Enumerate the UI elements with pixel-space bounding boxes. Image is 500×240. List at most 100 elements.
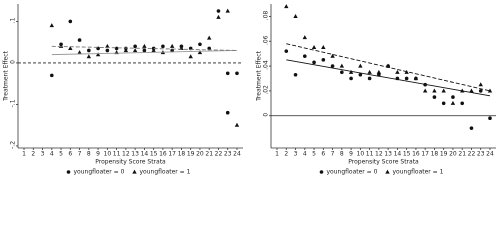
point xyxy=(432,95,437,99)
x-tick-label: 13 xyxy=(384,151,392,158)
point xyxy=(87,48,91,53)
x-tick-label: 9 xyxy=(96,151,100,158)
fit-line xyxy=(51,50,237,56)
x-tick-label: 7 xyxy=(331,151,335,158)
point xyxy=(49,73,54,78)
x-tick-label: 23 xyxy=(477,151,485,158)
point xyxy=(302,35,307,40)
point xyxy=(207,35,212,40)
x-tick-label: 20 xyxy=(196,151,204,158)
x-tick-label: 24 xyxy=(233,151,241,158)
x-tick-label: 16 xyxy=(159,151,167,158)
x-tick-label: 15 xyxy=(403,151,411,158)
point xyxy=(413,76,419,81)
x-tick-label: 12 xyxy=(375,151,383,158)
x-axis-title: Propensity Score Strata xyxy=(348,159,419,166)
legend-label: youngfloater = 0 xyxy=(327,169,378,176)
point xyxy=(188,54,193,59)
point xyxy=(142,43,147,48)
x-tick-label: 22 xyxy=(468,151,476,158)
x-tick-label: 11 xyxy=(366,151,374,158)
y-tick-label: .04 xyxy=(263,60,270,70)
point xyxy=(225,71,230,76)
point xyxy=(132,48,138,53)
x-tick-label: 19 xyxy=(440,151,448,158)
point xyxy=(293,14,298,19)
point xyxy=(367,69,372,74)
point xyxy=(216,14,221,19)
panel: -.2-.10.11 2 3 4 5 6 7 8 9 10 11 12 13 14 15 16 17 18 19 20… xyxy=(3,4,243,176)
x-tick-label: 16 xyxy=(412,151,420,158)
point xyxy=(105,48,110,53)
fit-line xyxy=(286,59,491,97)
point xyxy=(302,54,307,58)
point xyxy=(77,50,82,55)
point xyxy=(395,69,400,74)
point xyxy=(142,48,147,53)
x-tick-label: 9 xyxy=(349,151,353,158)
x-tick-label: 12 xyxy=(122,151,130,158)
x-tick-label: 18 xyxy=(431,151,439,158)
chart: -.2-.10.11 2 3 4 5 6 7 8 9 10 11 12 13 14 15 16 17 18 19 20… xyxy=(3,4,496,176)
y-tick-label: 0 xyxy=(10,60,17,64)
x-tick-label: 21 xyxy=(458,151,466,158)
legend-marker xyxy=(66,170,71,174)
y-tick-label: .06 xyxy=(263,35,270,45)
x-tick-label: 1 xyxy=(275,151,279,158)
x-tick-label: 17 xyxy=(421,151,429,158)
fit-line xyxy=(51,45,237,51)
point xyxy=(451,95,455,99)
point xyxy=(68,46,73,51)
point xyxy=(86,54,92,59)
x-tick-label: 5 xyxy=(59,151,63,158)
point xyxy=(198,42,202,47)
y-tick-label: -.2 xyxy=(10,141,17,149)
point xyxy=(376,69,382,74)
point xyxy=(321,58,326,62)
point xyxy=(151,48,156,53)
point xyxy=(469,126,474,130)
x-tick-label: 2 xyxy=(284,151,288,158)
x-tick-label: 8 xyxy=(340,151,344,158)
x-tick-label: 19 xyxy=(187,151,195,158)
point xyxy=(349,76,353,81)
point xyxy=(460,101,465,106)
point xyxy=(161,44,165,49)
point xyxy=(311,45,317,50)
x-tick-label: 20 xyxy=(449,151,457,158)
point xyxy=(339,63,345,68)
legend-marker xyxy=(319,170,324,174)
point xyxy=(367,76,372,81)
point xyxy=(133,44,137,49)
x-tick-label: 24 xyxy=(486,151,494,158)
legend-marker xyxy=(385,169,390,174)
point xyxy=(478,89,483,93)
point xyxy=(422,88,428,93)
point xyxy=(404,76,409,81)
point xyxy=(284,49,289,53)
legend-label: youngfloater = 1 xyxy=(393,169,444,176)
x-tick-label: 5 xyxy=(312,151,316,158)
point xyxy=(312,60,316,65)
point xyxy=(234,122,240,127)
x-tick-label: 18 xyxy=(178,151,186,158)
y-tick-label: .08 xyxy=(263,10,270,20)
x-tick-label: 23 xyxy=(224,151,232,158)
panel: 0.02.04.06.081 2 3 4 5 6 7 8 9 10 11 12 13 14 15 16 17 18… xyxy=(256,4,496,176)
point xyxy=(95,52,101,57)
point xyxy=(216,9,221,13)
point xyxy=(478,82,483,87)
point xyxy=(123,48,129,53)
x-tick-label: 8 xyxy=(87,151,91,158)
point xyxy=(169,43,175,48)
point xyxy=(235,71,239,76)
y-axis-title: Treatment Effect xyxy=(256,51,263,102)
point xyxy=(114,46,119,51)
y-tick-label: -.1 xyxy=(10,99,17,107)
point xyxy=(197,50,203,55)
point xyxy=(284,4,289,9)
y-tick-label: .02 xyxy=(263,85,270,95)
point xyxy=(330,64,335,68)
y-tick-label: 0 xyxy=(263,113,270,117)
x-tick-label: 13 xyxy=(131,151,139,158)
